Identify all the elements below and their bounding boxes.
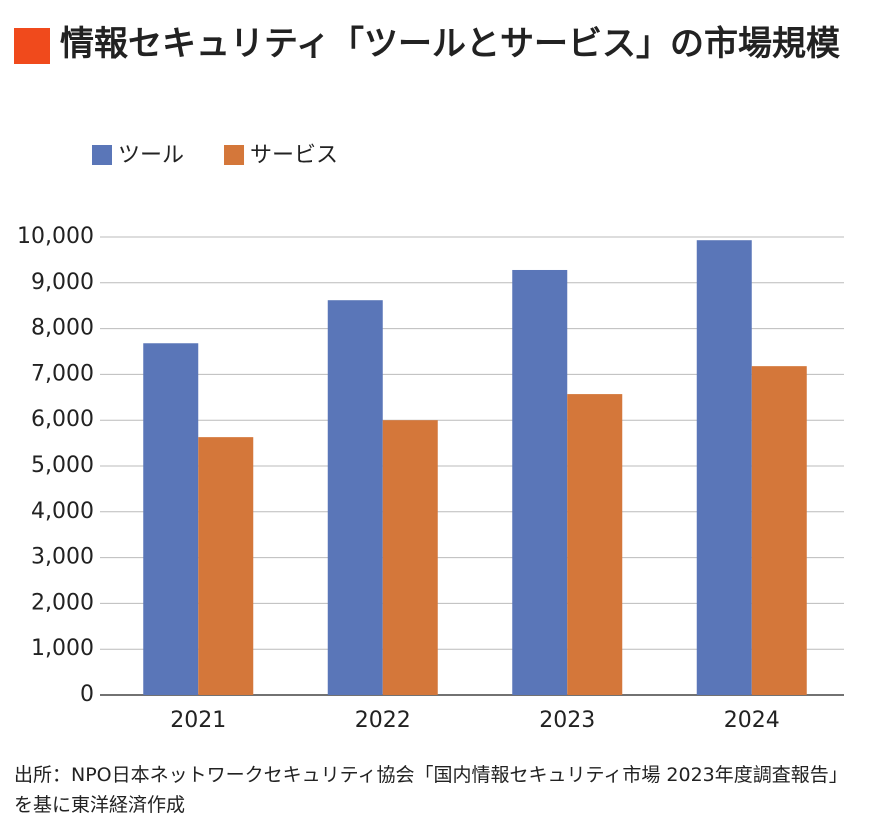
y-tick-label: 8,000 [31, 316, 94, 341]
x-tick-label: 2022 [355, 708, 411, 733]
y-tick-label: 10,000 [17, 224, 94, 249]
y-tick-label: 7,000 [31, 361, 94, 386]
bar [696, 240, 752, 695]
bar [751, 366, 807, 695]
x-tick-label: 2024 [724, 708, 780, 733]
y-tick-label: 2,000 [31, 590, 94, 615]
bar [567, 394, 623, 695]
legend-label: サービス [250, 143, 338, 168]
y-tick-label: 0 [80, 682, 94, 707]
y-tick-label: 6,000 [31, 407, 94, 432]
source-note: 出所：NPO日本ネットワークセキュリティ協会「国内情報セキュリティ市場 2023… [14, 764, 848, 816]
legend-label: ツール [118, 143, 184, 168]
chart-title: 情報セキュリティ「ツールとサービス」の市場規模 [60, 24, 840, 64]
y-tick-label: 5,000 [31, 453, 94, 478]
x-tick-label: 2023 [539, 708, 595, 733]
legend-swatch [92, 145, 112, 165]
title-marker [14, 28, 50, 64]
y-tick-label: 4,000 [31, 499, 94, 524]
legend-swatch [224, 145, 245, 165]
y-tick-label: 1,000 [31, 636, 94, 661]
y-tick-label: 3,000 [31, 545, 94, 570]
x-tick-label: 2021 [170, 708, 226, 733]
bar [327, 300, 383, 695]
bar [143, 343, 199, 695]
y-tick-label: 9,000 [31, 270, 94, 295]
bar [512, 269, 568, 695]
bar [382, 420, 438, 695]
bar [198, 437, 254, 695]
